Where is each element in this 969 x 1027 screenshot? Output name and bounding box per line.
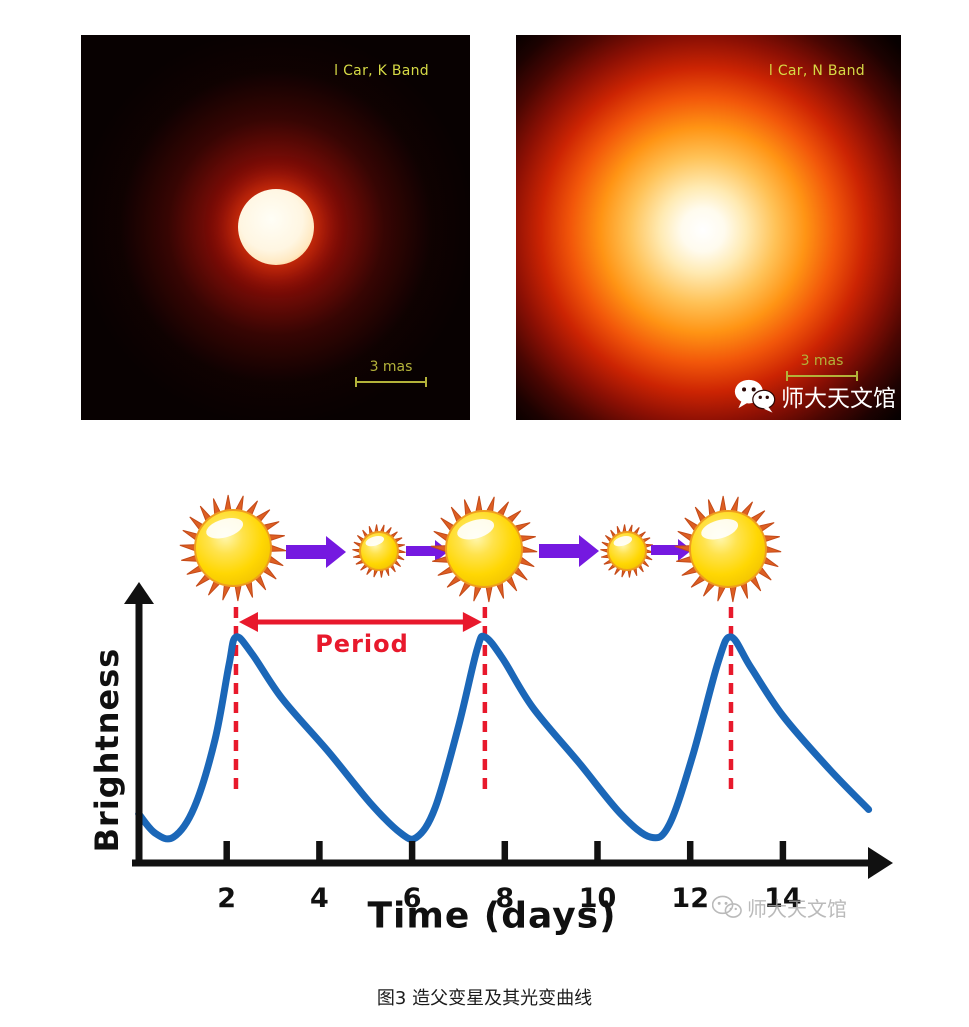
kband-label: l Car, K Band (334, 63, 429, 79)
x-axis-label: Time (days) (367, 895, 617, 937)
period-annotation: Period (315, 630, 409, 658)
x-tick-label: 12 (671, 883, 709, 914)
sun-gloss (206, 518, 244, 539)
nband-scale-line (786, 371, 858, 381)
x-tick-label: 8 (495, 883, 514, 914)
x-tick-label: 10 (579, 883, 617, 914)
x-tick-label: 14 (764, 883, 802, 914)
chart-watermark: 师大天文馆 (712, 893, 847, 922)
y-axis-label: Brightness (88, 647, 126, 853)
x-tick-label: 4 (310, 883, 329, 914)
kband-scale-label: 3 mas (369, 359, 413, 375)
nband-image-panel: l Car, N Band 3 mas 师大天文馆 (516, 35, 901, 420)
star-kband (238, 189, 314, 265)
wechat-icon (734, 379, 776, 413)
x-tick-label: 6 (403, 883, 422, 914)
kband-scale-line (355, 377, 427, 387)
x-axis-arrowhead (868, 847, 893, 879)
panel-watermark-text: 师大天文馆 (781, 386, 896, 412)
sun-gloss (613, 536, 633, 547)
period-arrowhead-right (462, 612, 482, 632)
sun-gloss (457, 519, 495, 540)
sun-gloss (365, 536, 385, 547)
sun-gloss (701, 519, 739, 540)
period-arrowhead-left (238, 612, 258, 632)
kband-image-panel: l Car, K Band 3 mas (81, 35, 470, 420)
pulsation-arrow-icon (539, 535, 599, 567)
pulsation-arrow-icon (406, 540, 449, 562)
x-tick-label: 2 (217, 883, 236, 914)
light-curve (135, 632, 873, 843)
nband-label: l Car, N Band (768, 63, 865, 79)
figure-caption: 图3 造父变星及其光变曲线 (376, 988, 593, 1009)
nband-scale-label: 3 mas (800, 353, 844, 369)
y-axis-arrowhead (124, 582, 154, 604)
pulsation-arrow-icon (651, 539, 692, 561)
chart-watermark-text: 师大天文馆 (747, 897, 847, 921)
wechat-icon (712, 895, 742, 918)
panel-watermark: 师大天文馆 (734, 378, 896, 414)
pulsation-arrow-icon (286, 536, 346, 568)
